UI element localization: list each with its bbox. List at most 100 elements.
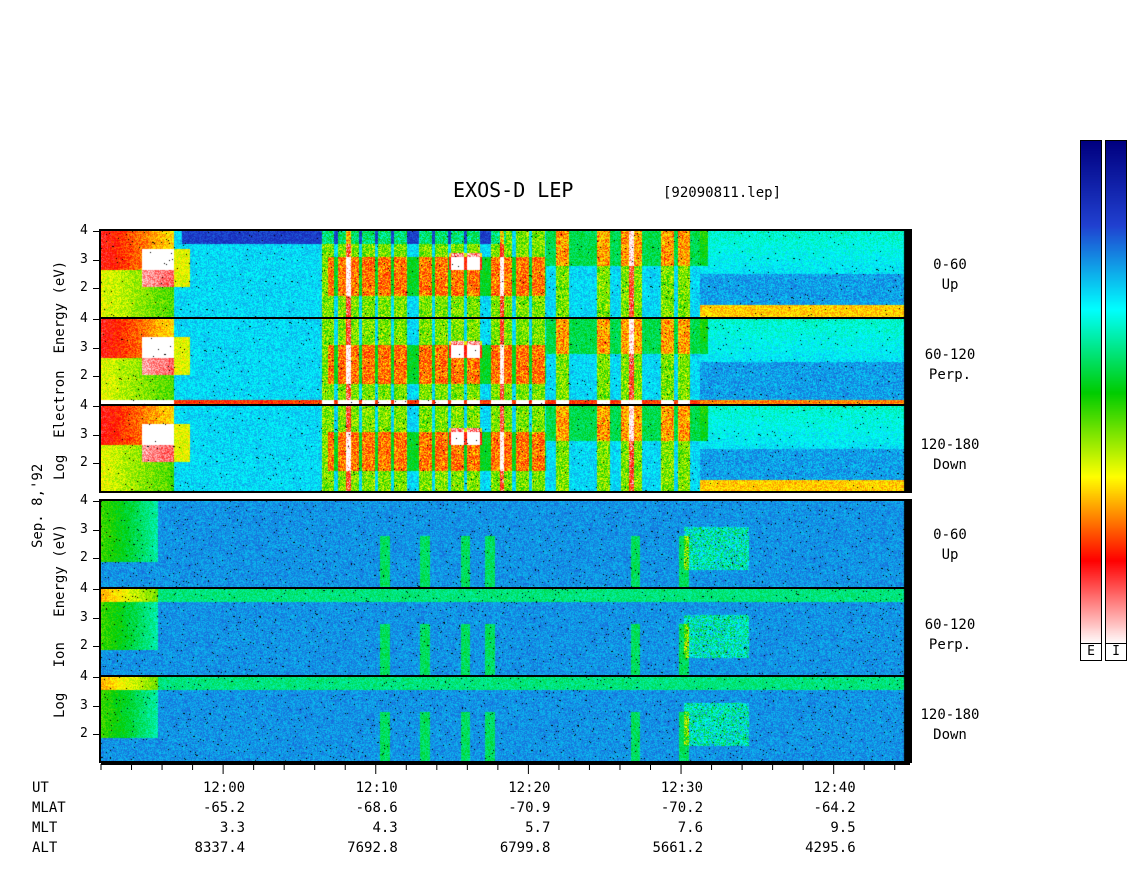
axis-value-mlt: 9.5 bbox=[830, 820, 856, 836]
axis-value-mlat: -70.2 bbox=[660, 800, 704, 816]
ylabel-log: Log bbox=[52, 454, 68, 480]
pitch-range: 60-120 bbox=[924, 617, 976, 633]
y-tick-label: 4 bbox=[80, 223, 88, 238]
y-tick-label: 3 bbox=[80, 609, 88, 625]
y-tick-label: 2 bbox=[80, 638, 88, 654]
spectrogram-ion-down bbox=[101, 677, 910, 763]
spectrogram-ion-perp bbox=[101, 589, 910, 675]
pitch-dir: Perp. bbox=[928, 637, 972, 653]
axis-row-alt: ALT bbox=[32, 840, 58, 856]
panel-separator bbox=[101, 317, 910, 319]
ylabel-ev: (eV) bbox=[52, 524, 68, 558]
ylabel-energy: Energy bbox=[52, 566, 68, 617]
pitch-dir: Up bbox=[941, 547, 959, 563]
pitch-label-ion-perp: 60-120 Perp. bbox=[915, 615, 985, 655]
pitch-range: 60-120 bbox=[924, 347, 976, 363]
ylabel-log: Log bbox=[52, 692, 68, 718]
panel-separator bbox=[101, 587, 910, 589]
pitch-dir: Up bbox=[941, 277, 959, 293]
pitch-label-electron-up: 0-60 Up bbox=[915, 255, 985, 295]
panel-separator bbox=[101, 675, 910, 677]
y-tick bbox=[93, 734, 101, 736]
pitch-range: 0-60 bbox=[933, 527, 967, 543]
pitch-label-electron-down: 120-180 Down bbox=[915, 435, 985, 475]
axis-value-alt: 5661.2 bbox=[652, 840, 704, 856]
ion-frame bbox=[99, 499, 912, 763]
pitch-label-ion-up: 0-60 Up bbox=[915, 525, 985, 565]
pitch-range: 120-180 bbox=[920, 437, 980, 453]
axis-value-alt: 8337.4 bbox=[194, 840, 246, 856]
axis-value-ut: 12:40 bbox=[813, 780, 856, 796]
y-tick-label: 2 bbox=[80, 368, 88, 384]
axis-value-alt: 4295.6 bbox=[805, 840, 856, 856]
ylabel-ion: Ion bbox=[52, 642, 68, 668]
y-tick-label: 3 bbox=[80, 426, 88, 442]
y-tick-label: 4 bbox=[80, 669, 88, 684]
chart-title: EXOS-D LEP bbox=[453, 178, 574, 202]
colorbar-electron bbox=[1080, 140, 1102, 645]
y-tick bbox=[93, 529, 101, 531]
time-axis bbox=[100, 763, 910, 774]
spectrogram-electron-up bbox=[101, 231, 910, 317]
ylabel-energy: Energy bbox=[52, 302, 68, 354]
electron-ylabel: Log Electron Energy (eV) bbox=[52, 261, 68, 480]
y-tick bbox=[93, 705, 101, 707]
colorbar-label-i: I bbox=[1105, 643, 1127, 661]
axis-value-ut: 12:30 bbox=[660, 780, 704, 796]
y-tick bbox=[93, 319, 101, 320]
axis-value-mlat: -70.9 bbox=[508, 800, 551, 816]
y-tick-label: 2 bbox=[80, 726, 88, 742]
y-tick bbox=[93, 463, 101, 465]
y-tick-label: 4 bbox=[80, 398, 88, 413]
y-tick bbox=[93, 558, 101, 560]
axis-value-mlt: 4.3 bbox=[372, 820, 398, 836]
y-tick bbox=[93, 589, 101, 590]
axis-value-mlat: -65.2 bbox=[202, 800, 246, 816]
pitch-range: 120-180 bbox=[920, 707, 980, 723]
y-tick bbox=[93, 259, 101, 261]
colorbar-label-e: E bbox=[1080, 643, 1102, 661]
axis-row-ut: UT bbox=[32, 780, 49, 796]
y-tick bbox=[93, 376, 101, 378]
date-label: Sep. 8,'92 bbox=[30, 463, 46, 548]
pitch-dir: Perp. bbox=[928, 367, 972, 383]
y-tick bbox=[93, 288, 101, 290]
y-tick-label: 3 bbox=[80, 697, 88, 713]
y-tick-label: 2 bbox=[80, 280, 88, 296]
y-tick-label: 4 bbox=[80, 311, 88, 326]
y-tick bbox=[93, 347, 101, 349]
y-tick bbox=[93, 434, 101, 436]
y-tick-label: 3 bbox=[80, 521, 88, 537]
y-tick bbox=[93, 406, 101, 407]
electron-frame bbox=[99, 229, 912, 493]
y-tick bbox=[93, 617, 101, 619]
y-tick-label: 4 bbox=[80, 581, 88, 596]
axis-value-mlt: 7.6 bbox=[677, 820, 704, 836]
axis-value-mlat: -68.6 bbox=[355, 800, 398, 816]
axis-row-mlt: MLT bbox=[32, 820, 58, 836]
pitch-dir: Down bbox=[933, 727, 967, 743]
axis-value-mlt: 5.7 bbox=[525, 820, 551, 836]
axis-value-mlat: -64.2 bbox=[813, 800, 856, 816]
ylabel-electron: Electron bbox=[52, 370, 68, 438]
y-tick bbox=[93, 677, 101, 678]
y-tick-label: 3 bbox=[80, 339, 88, 355]
spectrogram-electron-down bbox=[101, 406, 910, 492]
axis-value-alt: 7692.8 bbox=[347, 840, 398, 856]
axis-value-alt: 6799.8 bbox=[499, 840, 551, 856]
y-tick bbox=[93, 231, 101, 232]
y-tick-label: 2 bbox=[80, 550, 88, 566]
y-tick bbox=[93, 646, 101, 648]
pitch-label-electron-perp: 60-120 Perp. bbox=[915, 345, 985, 385]
axis-value-ut: 12:10 bbox=[355, 780, 398, 796]
axis-value-mlt: 3.3 bbox=[219, 820, 246, 836]
ylabel-ev: (eV) bbox=[52, 260, 68, 295]
spectrogram-ion-up bbox=[101, 501, 910, 587]
axis-value-ut: 12:20 bbox=[508, 780, 551, 796]
y-tick-label: 2 bbox=[80, 455, 88, 471]
axis-row-mlat: MLAT bbox=[32, 800, 66, 816]
y-tick-label: 4 bbox=[80, 493, 88, 508]
axis-value-ut: 12:00 bbox=[202, 780, 246, 796]
pitch-range: 0-60 bbox=[933, 257, 967, 273]
pitch-dir: Down bbox=[933, 457, 967, 473]
